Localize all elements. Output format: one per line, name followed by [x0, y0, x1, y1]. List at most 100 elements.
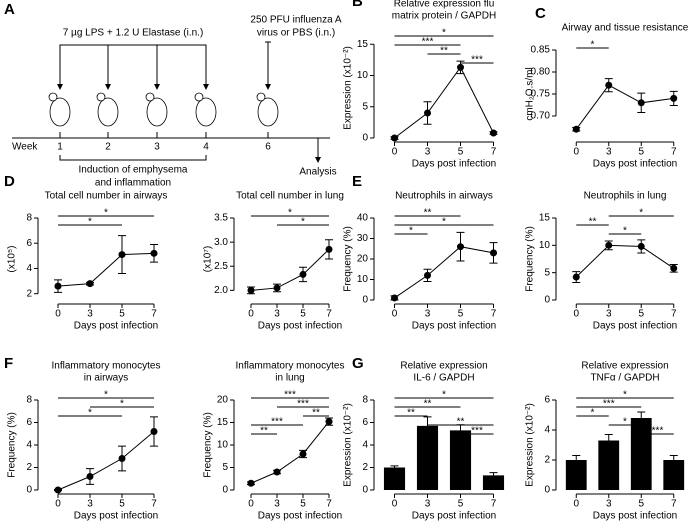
- bar: [598, 440, 620, 490]
- y-tick-label: 20: [357, 254, 369, 265]
- x-tick-label: 7: [491, 499, 497, 510]
- data-line: [575, 84, 674, 130]
- significance-label: ***: [284, 390, 296, 401]
- data-point: [637, 242, 645, 250]
- y-tick-label: 15: [217, 417, 229, 428]
- error-bar: [423, 416, 432, 435]
- significance-label: *: [104, 390, 108, 401]
- bar: [482, 475, 505, 490]
- x-tick-label: 0: [248, 309, 254, 320]
- schematic: A 7 µg LPS + 1.2 U Elastase (i.n.) 250 P…: [4, 1, 342, 189]
- data-point: [54, 486, 62, 494]
- significance-label: *: [442, 28, 446, 39]
- chart-title: Neutrophils in lung: [584, 191, 667, 202]
- week-label: Week: [12, 142, 38, 153]
- data-line: [57, 431, 155, 491]
- data-point: [457, 243, 464, 251]
- x-tick-label: 0: [55, 309, 61, 320]
- x-tick-label: 3: [274, 499, 280, 510]
- infection-label: virus or PBS (i.n.): [257, 28, 335, 39]
- significance-label: ***: [603, 399, 615, 410]
- y-tick-label: 10: [217, 440, 229, 451]
- y-axis-label: Frequency (%): [7, 412, 18, 478]
- significance-label: *: [301, 217, 305, 228]
- significance-label: ***: [422, 37, 434, 48]
- y-tick-label: 8: [26, 213, 32, 224]
- y-tick-label: 4: [362, 440, 368, 451]
- data-point: [670, 94, 678, 102]
- x-tick-label: 3: [425, 309, 431, 320]
- data-point: [118, 455, 126, 462]
- week-ticks: [59, 132, 269, 138]
- dose-arrows: [59, 42, 269, 88]
- significance-label: ***: [297, 399, 309, 410]
- x-tick-label: 0: [573, 147, 579, 158]
- x-tick-label: 3: [274, 309, 280, 320]
- x-tick-label: 0: [392, 309, 398, 320]
- significance-label: **: [440, 46, 448, 57]
- data-point: [490, 129, 497, 137]
- chart-title: Inflammatory monocytes: [236, 361, 345, 372]
- y-axis-label: Expression (x10⁻²): [343, 403, 354, 487]
- week: 4: [203, 142, 209, 153]
- y-tick-label: 0: [362, 133, 368, 144]
- data-point: [150, 428, 158, 435]
- data-point: [86, 280, 94, 288]
- x-tick-label: 7: [671, 147, 677, 158]
- significance-label: *: [623, 417, 627, 428]
- x-tick-label: 7: [151, 499, 157, 510]
- y-tick-label: 15: [357, 39, 369, 50]
- significance-label: ***: [471, 426, 483, 437]
- x-tick-label: 5: [300, 499, 306, 510]
- chart-title: Neutrophils in airways: [395, 191, 493, 202]
- data-point: [299, 450, 307, 458]
- x-tick-label: 3: [606, 147, 612, 158]
- x-tick-label: 5: [458, 309, 464, 320]
- y-tick-label: 8: [362, 395, 368, 406]
- data-point: [424, 109, 431, 117]
- data-point: [247, 286, 255, 294]
- mouse-icons: [48, 92, 279, 127]
- data-line: [394, 246, 494, 299]
- y-tick-label: 0: [362, 295, 368, 306]
- y-tick-label: 3.5: [214, 213, 228, 224]
- treatment-bracket: [59, 44, 207, 52]
- x-tick-label: 5: [119, 309, 125, 320]
- chart-title: Relative expression flu: [394, 0, 495, 10]
- chart-title: Inflammatory monocytes: [52, 361, 161, 372]
- significance-label: **: [260, 426, 268, 437]
- treatment-label: 7 µg LPS + 1.2 U Elastase (i.n.): [63, 28, 204, 39]
- y-tick-label: 0: [544, 485, 550, 496]
- error-bar: [669, 455, 678, 465]
- bar: [630, 418, 652, 490]
- y-tick-label: 6: [544, 395, 550, 406]
- y-tick-label: 6: [362, 417, 368, 428]
- x-tick-label: 0: [573, 309, 579, 320]
- chart-title: Airway and tissue resistance: [562, 23, 689, 34]
- x-axis-label: Days post infection: [74, 321, 159, 332]
- data-point: [54, 282, 62, 290]
- chart-title: IL-6 / GAPDH: [413, 373, 474, 384]
- data-point: [637, 99, 645, 107]
- x-tick-label: 0: [248, 499, 254, 510]
- significance-label: *: [104, 208, 108, 219]
- chart-title: Total cell number in lung: [236, 191, 344, 202]
- x-tick-label: 0: [55, 499, 61, 510]
- data-point: [572, 273, 580, 281]
- data-line: [250, 421, 330, 484]
- data-point: [86, 473, 94, 480]
- y-tick-label: 30: [357, 233, 369, 244]
- significance-label: **: [312, 408, 320, 419]
- significance-label: *: [623, 226, 627, 237]
- panel-letter: G: [352, 355, 364, 372]
- data-point: [325, 418, 333, 426]
- x-axis-label: Days post infection: [412, 511, 497, 522]
- x-axis-label: Days post infection: [258, 321, 343, 332]
- y-tick-label: 0: [222, 485, 228, 496]
- arrow-head: [315, 157, 321, 163]
- y-tick-label: 4: [544, 425, 550, 436]
- x-tick-label: 3: [425, 147, 431, 158]
- error-bar: [637, 411, 646, 424]
- significance-label: *: [442, 390, 446, 401]
